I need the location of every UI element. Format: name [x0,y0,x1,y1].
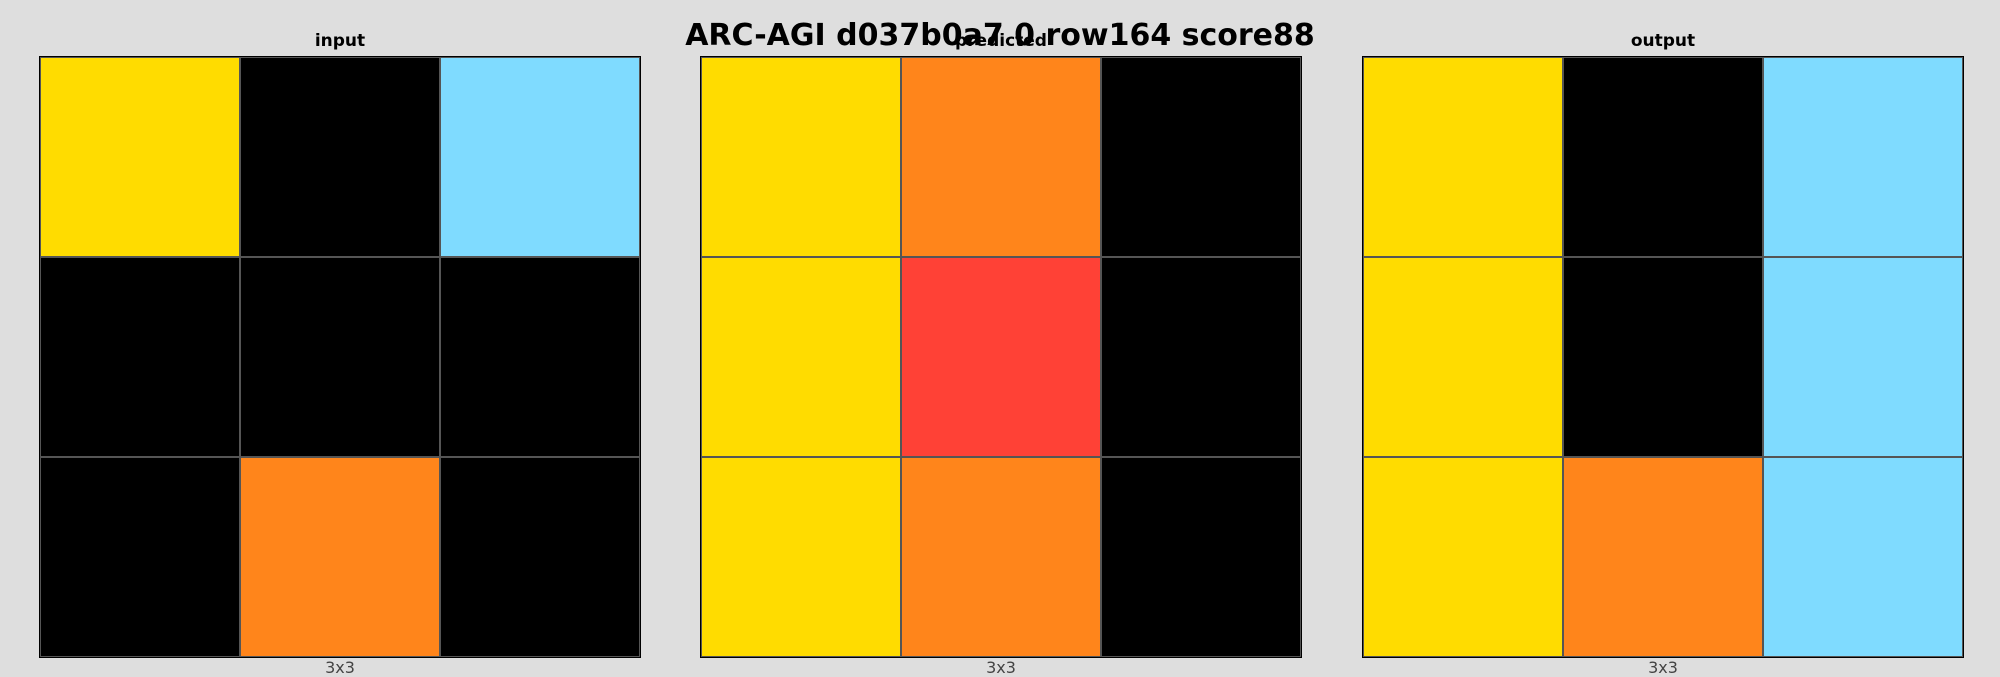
predicted-grid [700,56,1302,658]
grid-cell [901,57,1101,257]
grid-cell [1363,257,1563,457]
grid-cell [440,57,640,257]
grid-cell [701,257,901,457]
grid-cell [1763,457,1963,657]
grid-cell [40,457,240,657]
grid-cell [440,257,640,457]
grid-cell [901,257,1101,457]
grid-dimensions: 3x3 [325,658,355,677]
panel-title: output [1630,31,1696,51]
panel-title: input [314,31,366,51]
grid-dimensions: 3x3 [986,658,1016,677]
grid-cell [1363,457,1563,657]
grid-cell [1563,457,1763,657]
grid-cell [240,257,440,457]
grid-cell [240,457,440,657]
grid-cell [701,57,901,257]
panel-title: predicted [955,31,1047,51]
grid-cell [1563,257,1763,457]
grid-cell [1101,457,1301,657]
grid-cell [1763,57,1963,257]
grid-cell [901,457,1101,657]
grid-cell [701,457,901,657]
input-grid [39,56,641,658]
grid-cell [1101,257,1301,457]
grid-cell [40,257,240,457]
grid-dimensions: 3x3 [1648,658,1678,677]
output-grid [1362,56,1964,658]
grid-cell [1101,57,1301,257]
grid-cell [1363,57,1563,257]
grid-cell [1763,257,1963,457]
grid-cell [1563,57,1763,257]
grid-cell [440,457,640,657]
figure-title: ARC-AGI d037b0a7 0 row164 score88 [685,18,1315,53]
grid-cell [240,57,440,257]
grid-cell [40,57,240,257]
